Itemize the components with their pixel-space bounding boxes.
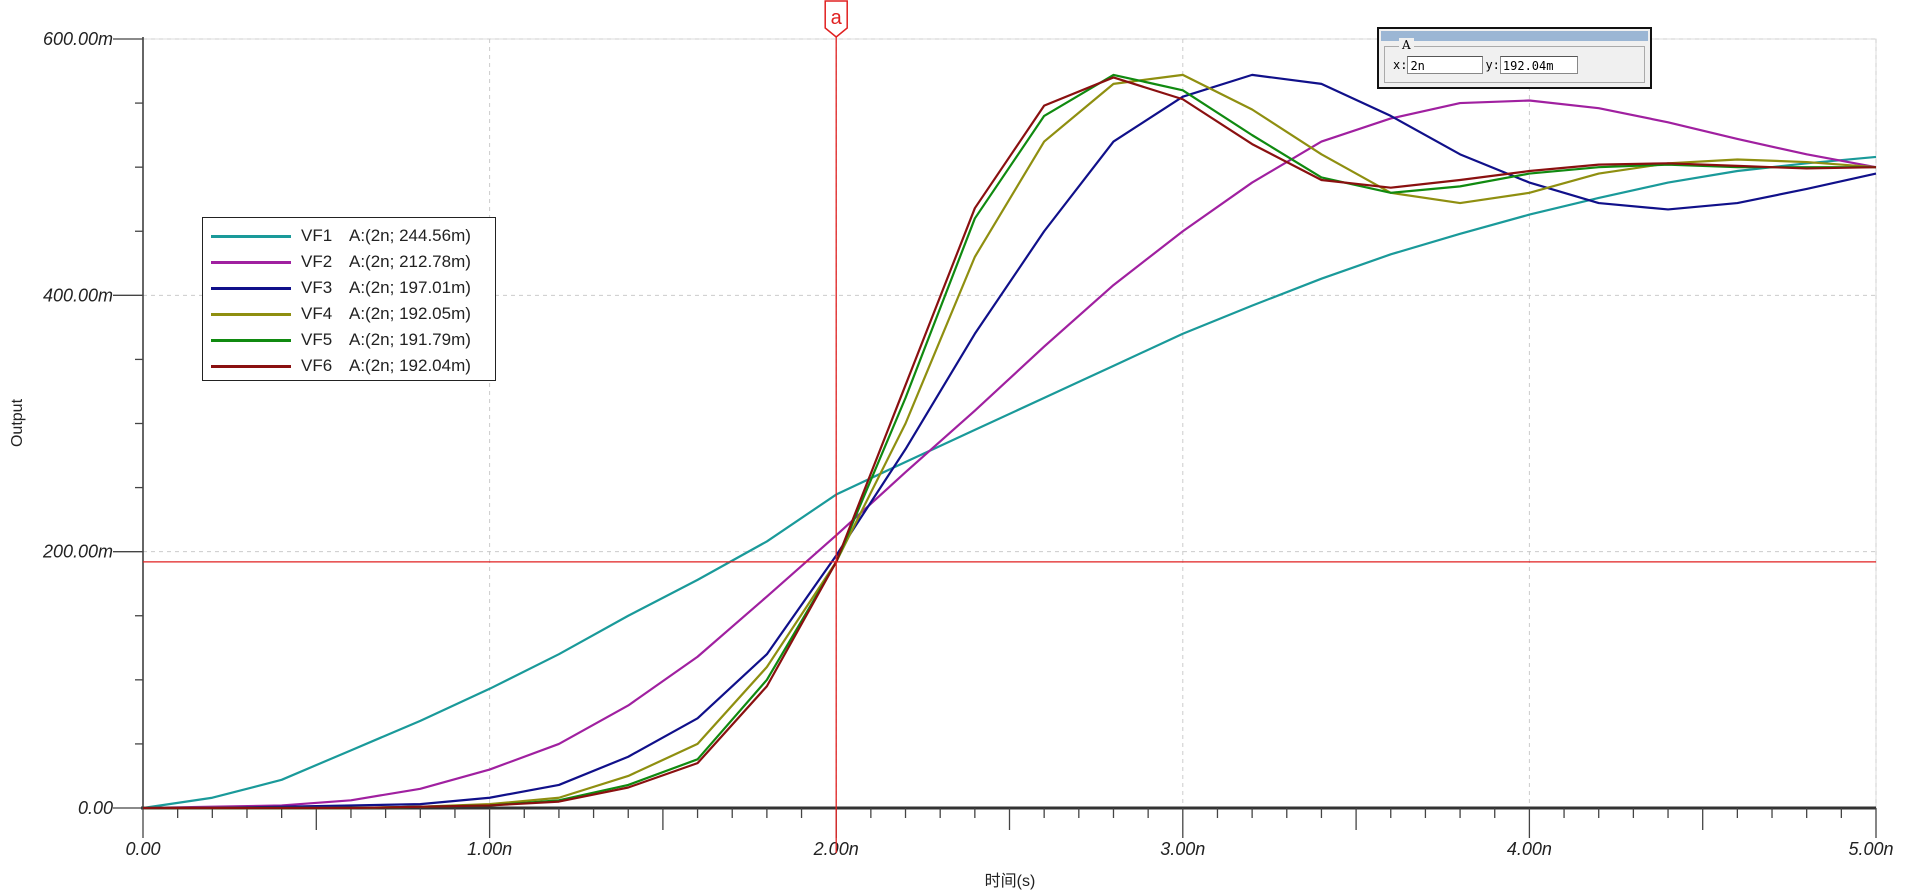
cursor-flag	[824, 0, 848, 38]
legend-swatch	[211, 338, 291, 342]
series-line-vf5	[143, 73, 1876, 810]
series-line-vf6	[143, 76, 1877, 810]
cursor-group-title: A	[1399, 38, 1414, 52]
cursor-readout-panel[interactable]: A x: 2n y: 192.04m	[1377, 27, 1652, 89]
axes	[113, 37, 1877, 838]
legend-item: VF6 A:(2n; 192.04m)	[211, 353, 495, 379]
legend-value: A:(2n; 191.79m)	[349, 330, 471, 349]
x-tick-label: 5.00n	[1848, 839, 1893, 859]
legend-swatch	[211, 286, 291, 290]
series-line-vf4	[143, 73, 1877, 810]
legend: VF1 A:(2n; 244.56m) VF2 A:(2n; 212.78m) VF…	[202, 217, 496, 381]
x-tick-label: 3.00n	[1160, 839, 1205, 859]
legend-series-name: VF4	[301, 304, 333, 323]
legend-item: VF1 A:(2n; 244.56m)	[211, 223, 495, 249]
legend-item: VF5 A:(2n; 191.79m)	[211, 327, 495, 353]
cursor-group: A x: 2n y: 192.04m	[1384, 38, 1645, 83]
legend-series-name: VF5	[301, 330, 333, 349]
legend-value: A:(2n; 192.05m)	[349, 304, 471, 323]
legend-series-name: VF6	[301, 356, 333, 375]
cursor-label: a	[831, 7, 843, 29]
legend-value: A:(2n; 212.78m)	[349, 252, 471, 271]
legend-item: VF2 A:(2n; 212.78m)	[211, 249, 495, 275]
x-tick-label: 0.00	[125, 839, 160, 859]
series-line-vf2	[142, 99, 1877, 810]
series-line-vf3	[143, 73, 1877, 810]
legend-swatch	[211, 234, 291, 238]
x-axis-label: 时间(s)	[985, 872, 1036, 890]
tick-labels: 0.00 1.00n 2.00n 3.00n 4.00n 5.00n0.00200.00m…	[42, 29, 1894, 859]
series-group	[142, 73, 1877, 810]
plot-area	[142, 38, 1877, 809]
x-tick-label: 1.00n	[467, 839, 512, 859]
panel-title-bar[interactable]	[1381, 31, 1648, 41]
legend-value: A:(2n; 197.01m)	[349, 278, 471, 297]
legend-value: A:(2n; 244.56m)	[349, 226, 471, 245]
legend-series-name: VF2	[301, 252, 333, 271]
x-label: x:	[1393, 58, 1408, 72]
y-label: y:	[1485, 58, 1500, 72]
cursor-y-input[interactable]: 192.04m	[1499, 56, 1578, 74]
legend-series-name: VF3	[301, 278, 333, 297]
legend-swatch	[211, 260, 291, 264]
y-tick-label: 200.00m	[42, 542, 113, 562]
legend-item: VF4 A:(2n; 192.05m)	[211, 301, 495, 327]
grid	[143, 38, 1877, 808]
cursor[interactable]: a	[143, 0, 1876, 853]
y-tick-label: 0.00	[78, 798, 113, 818]
legend-series-name: VF1	[301, 226, 333, 245]
x-tick-label: 4.00n	[1507, 839, 1552, 859]
y-tick-label: 400.00m	[43, 285, 113, 305]
y-axis-label: Output	[9, 398, 26, 447]
legend-swatch	[211, 364, 291, 368]
legend-item: VF3 A:(2n; 197.01m)	[211, 275, 495, 301]
legend-swatch	[211, 312, 291, 316]
cursor-x-input[interactable]: 2n	[1407, 56, 1484, 74]
y-tick-label: 600.00m	[43, 29, 113, 49]
legend-value: A:(2n; 192.04m)	[349, 356, 471, 375]
